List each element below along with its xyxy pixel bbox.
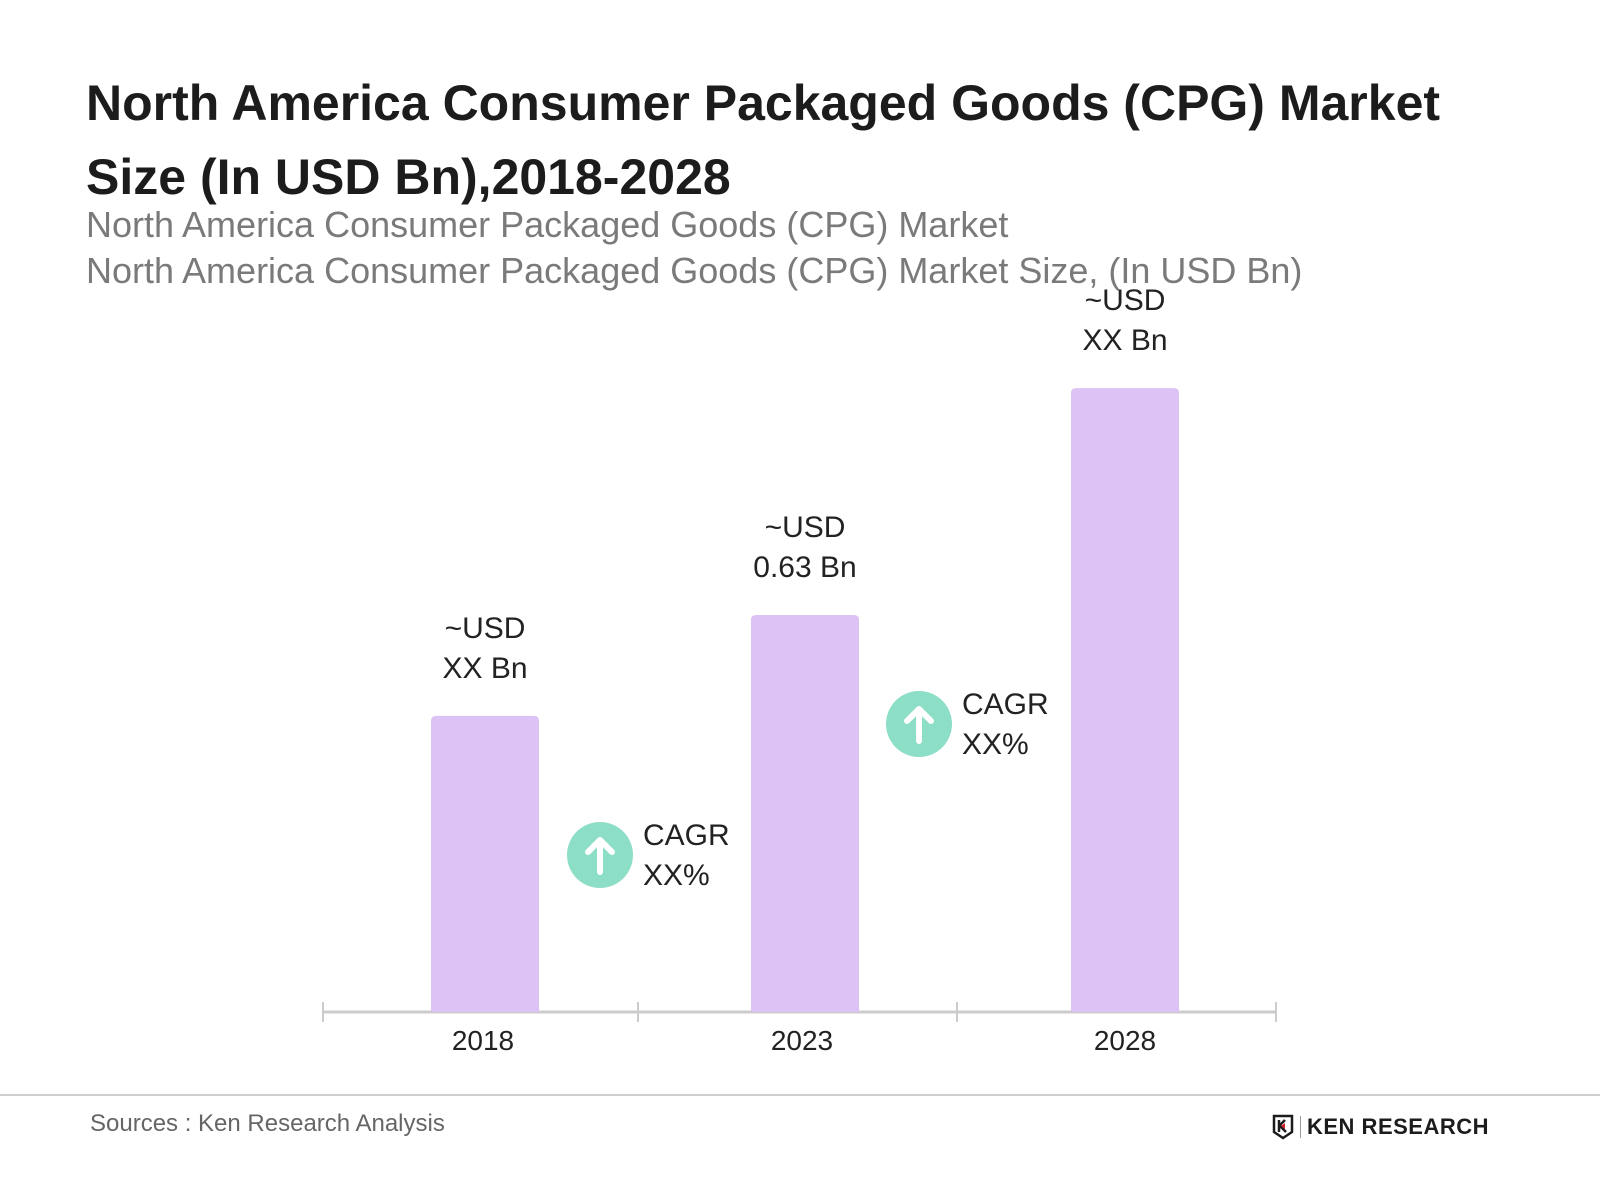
data-label-2023: ~USD <box>765 511 846 544</box>
bar-2018 <box>431 715 539 1012</box>
ken-research-shield-icon <box>1272 1114 1294 1140</box>
data-label-2023: 0.63 Bn <box>753 551 856 584</box>
x-tick-label: 2028 <box>1094 1025 1156 1056</box>
x-tick-label: 2023 <box>771 1025 833 1056</box>
logo-text: KEN RESEARCH <box>1307 1114 1490 1139</box>
footer-divider <box>0 1094 1600 1096</box>
cagr-label: CAGR <box>962 688 1049 721</box>
bar-chart: 2018 ~USD XX Bn 2023 ~USD 0.63 Bn 2028 ~USD XX B… <box>322 284 1277 1056</box>
data-label-2028: ~USD <box>1085 284 1166 317</box>
bar-2023 <box>751 615 859 1012</box>
chart-title: North America Consumer Packaged Goods (C… <box>86 75 1441 205</box>
logo-separator <box>1300 1116 1301 1138</box>
bar-2028 <box>1071 388 1179 1013</box>
source-note: Sources : Ken Research Analysis <box>90 1110 445 1137</box>
chart-subtitle: North America Consumer Packaged Goods (C… <box>86 204 1009 245</box>
cagr-label: XX% <box>962 728 1029 761</box>
ken-research-logo: KEN RESEARCH <box>1272 1114 1489 1140</box>
cagr-label: CAGR <box>643 819 730 852</box>
data-label-2018: ~USD <box>445 612 526 645</box>
arrow-up-glyph <box>904 706 934 744</box>
arrow-up-glyph <box>585 837 615 875</box>
data-label-2018: XX Bn <box>442 652 527 685</box>
cagr-label: XX% <box>643 859 710 892</box>
data-label-2028: XX Bn <box>1082 324 1167 357</box>
y-axis-label: North America Consumer Packaged Goods (C… <box>86 250 1303 291</box>
x-tick-label: 2018 <box>452 1025 514 1056</box>
